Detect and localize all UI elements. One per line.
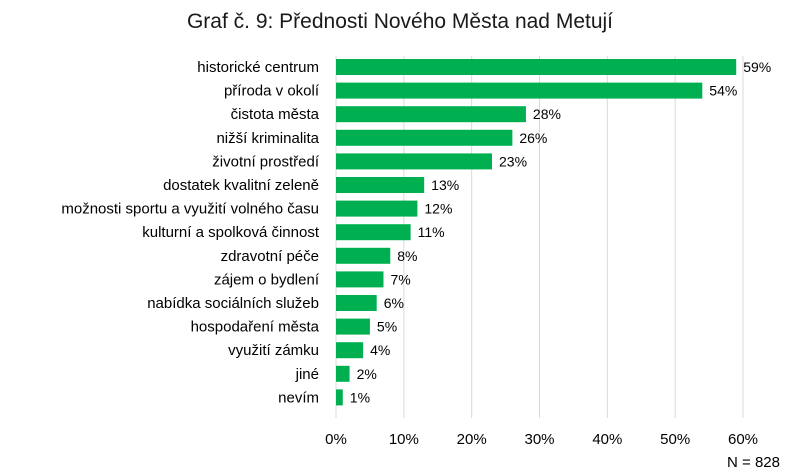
value-label: 1%: [350, 389, 370, 405]
bar: [336, 177, 425, 193]
value-label: 2%: [357, 366, 377, 382]
value-label: 11%: [418, 224, 445, 240]
chart-title: Graf č. 9: Přednosti Nového Města nad Me…: [186, 10, 614, 33]
category-label: životní prostředí: [212, 153, 320, 170]
value-label: 8%: [397, 248, 417, 264]
sample-size-note: N = 828: [727, 454, 780, 471]
category-label: možnosti sportu a využití volného času: [61, 201, 319, 218]
x-tick-label: 20%: [457, 431, 487, 448]
category-label: historické centrum: [197, 59, 319, 76]
category-label: využití zámku: [228, 342, 319, 359]
x-axis-ticks: 0% 10% 20% 30% 40% 50% 60%: [325, 431, 758, 448]
category-label: dostatek kvalitní zeleně: [163, 177, 319, 194]
bar: [336, 247, 391, 264]
value-label: 5%: [377, 319, 397, 335]
value-label: 7%: [390, 271, 410, 287]
value-label: 13%: [431, 177, 459, 193]
bar: [336, 365, 350, 382]
category-label: nevím: [278, 389, 319, 406]
bar: [336, 318, 370, 335]
category-label: čistota města: [231, 106, 320, 123]
category-label: zdravotní péče: [221, 248, 319, 265]
category-label: hospodaření města: [191, 319, 320, 336]
bar: [336, 389, 343, 406]
bar: [336, 342, 364, 359]
x-tick-label: 30%: [524, 431, 554, 448]
category-label: příroda v okolí: [224, 83, 320, 100]
x-tick-label: 60%: [728, 431, 758, 448]
bars: [336, 59, 737, 406]
x-tick-label: 0%: [325, 431, 347, 448]
value-label: 59%: [743, 59, 771, 75]
value-label: 23%: [499, 153, 527, 169]
category-label: zájem o bydlení: [214, 271, 320, 288]
value-label: 4%: [370, 342, 390, 358]
value-label: 6%: [384, 295, 404, 311]
bar: [336, 271, 384, 288]
category-label: nižší kriminalita: [216, 130, 319, 147]
category-label: jiné: [295, 366, 319, 383]
x-tick-label: 40%: [592, 431, 622, 448]
value-label: 26%: [519, 130, 547, 146]
bar: [336, 153, 493, 170]
bar: [336, 82, 703, 99]
value-label: 28%: [533, 106, 561, 122]
bar: [336, 129, 513, 146]
value-labels: 59% 54% 28% 26% 23% 13% 12% 11%8% 7% 6% 5% 4% 2% 1%: [350, 59, 771, 405]
x-tick-label: 50%: [660, 431, 690, 448]
category-label: nabídka sociálních služeb: [147, 295, 319, 312]
x-tick-label: 10%: [389, 431, 419, 448]
bar: [336, 200, 418, 217]
bar: [336, 224, 411, 241]
value-label: 54%: [709, 83, 737, 99]
category-label: kulturní a spolková činnost: [142, 224, 320, 241]
bar: [336, 295, 377, 311]
value-label: 12%: [424, 201, 452, 217]
bar: [336, 106, 526, 123]
bar: [336, 59, 737, 75]
category-labels: historické centrum příroda v okolí čistota…: [61, 59, 319, 406]
